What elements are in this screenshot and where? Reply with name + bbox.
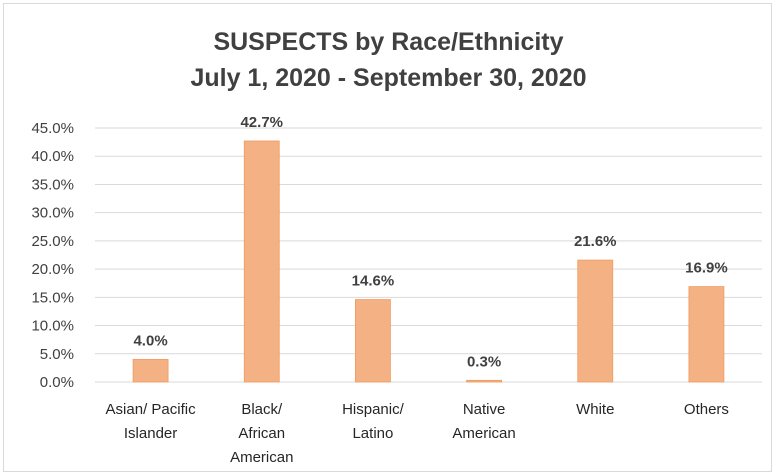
y-tick-label: 40.0%	[31, 148, 74, 165]
data-label: 0.3%	[467, 353, 501, 370]
y-tick-label: 10.0%	[31, 318, 74, 335]
y-tick-label: 25.0%	[31, 233, 74, 250]
x-tick-label: American	[452, 425, 515, 442]
y-tick-label: 5.0%	[40, 346, 74, 363]
y-tick-label: 30.0%	[31, 205, 74, 222]
chart-title: SUSPECTS by Race/Ethnicity	[213, 28, 564, 56]
bar	[466, 379, 502, 383]
data-label: 42.7%	[240, 114, 283, 131]
x-tick-label: White	[576, 401, 614, 418]
chart-frame	[3, 3, 772, 472]
y-tick-label: 20.0%	[31, 261, 74, 278]
bar	[243, 140, 280, 383]
y-tick-label: 45.0%	[31, 120, 74, 137]
x-tick-label: Native	[463, 401, 506, 418]
x-tick-label: Latino	[352, 425, 393, 442]
data-label: 4.0%	[133, 332, 167, 349]
y-tick-label: 0.0%	[40, 374, 74, 391]
bar	[688, 286, 725, 383]
data-label: 16.9%	[685, 260, 728, 277]
x-tick-label: Asian/ Pacific	[106, 401, 197, 418]
y-tick-label: 15.0%	[31, 289, 74, 306]
x-tick-label: American	[230, 449, 293, 466]
x-tick-label: African	[238, 425, 285, 442]
data-label: 21.6%	[574, 233, 617, 250]
data-label: 14.6%	[352, 273, 395, 290]
x-tick-label: Hispanic/	[342, 401, 405, 418]
x-tick-label: Islander	[124, 425, 177, 442]
y-tick-label: 35.0%	[31, 176, 74, 193]
bar	[132, 359, 169, 383]
chart-subtitle: July 1, 2020 - September 30, 2020	[190, 64, 587, 92]
x-tick-label: Others	[684, 401, 729, 418]
bar	[577, 259, 614, 383]
x-tick-label: Black/	[241, 401, 283, 418]
bar	[355, 299, 391, 383]
